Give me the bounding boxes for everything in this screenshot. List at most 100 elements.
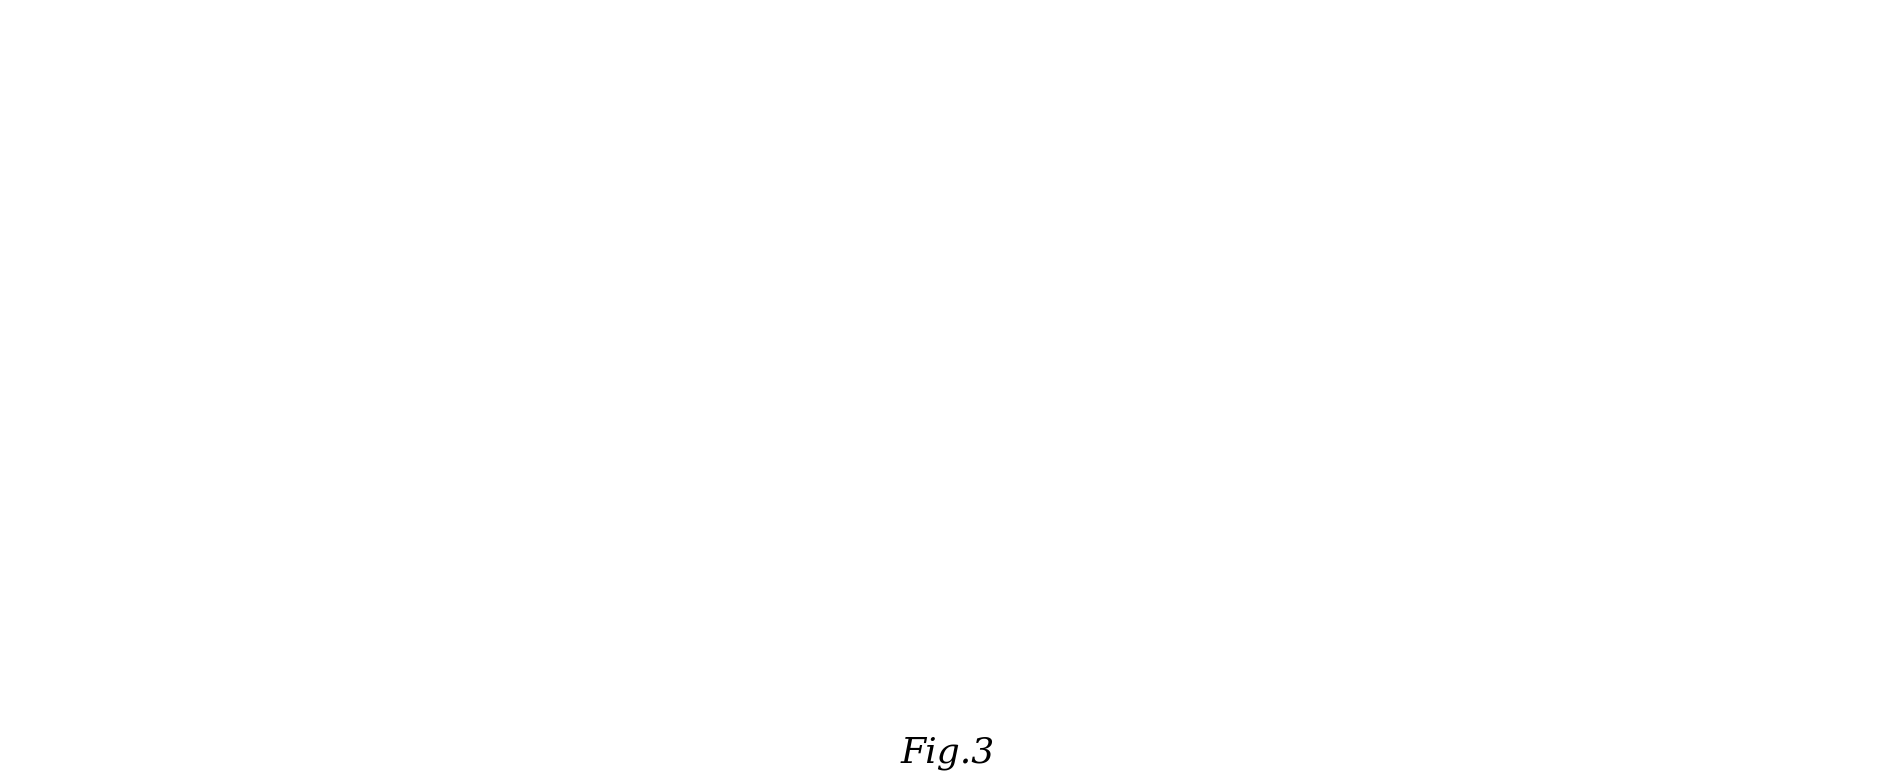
Point [1694,472,1724,485]
Point [42,354,72,366]
Point [1241,282,1272,295]
Point [688,360,718,372]
Point [1469,442,1499,455]
Point [891,513,921,525]
Point [1090,260,1120,273]
Point [822,466,853,478]
Point [1209,301,1239,314]
Point [1359,454,1389,466]
Point [1740,484,1770,496]
Point [455,395,485,408]
Point [1613,398,1643,411]
Point [493,272,523,285]
Point [334,476,364,488]
Point [822,392,853,405]
Point [659,434,690,446]
Point [1785,336,1815,349]
Point [724,503,754,516]
Point [117,325,148,338]
Point [1054,421,1084,434]
Point [838,484,868,496]
Point [1376,354,1406,367]
Point [1385,486,1416,499]
Point [1361,378,1391,390]
Point [1755,434,1785,446]
Point [394,360,424,372]
Point [1565,420,1596,433]
Point [451,274,481,286]
Point [701,433,731,445]
Point [1787,470,1817,482]
Point [1469,510,1499,523]
Point [1696,429,1726,441]
Point [1645,458,1675,470]
Point [1353,459,1383,471]
Point [1345,238,1376,251]
Point [1647,401,1677,414]
Point [805,372,836,385]
Point [1004,443,1035,456]
Point [1660,428,1690,441]
Point [1836,293,1867,306]
Point [1848,354,1878,367]
Point [853,334,883,347]
Point [104,246,135,259]
Point [275,524,305,536]
Point [1433,430,1463,443]
Point [1306,666,1336,679]
Point [1626,459,1656,472]
Point [783,393,813,405]
Point [1027,488,1057,500]
Point [1421,344,1452,357]
Point [1597,409,1628,422]
Point [1429,401,1459,413]
Point [167,506,197,518]
Point [758,479,788,492]
Point [44,363,74,376]
Point [1848,374,1878,387]
Point [328,132,358,144]
Point [741,456,771,469]
Point [1330,303,1361,315]
Point [1092,429,1122,441]
Point [1385,434,1416,447]
Point [157,341,188,354]
Point [337,402,368,415]
Point [1560,298,1590,310]
Point [1097,327,1128,339]
Point [1010,377,1040,390]
Point [1315,439,1345,452]
Point [1836,336,1867,349]
Point [1054,444,1084,456]
Point [1620,372,1651,384]
Point [1304,630,1334,642]
Point [839,514,870,526]
Point [1785,506,1815,519]
Point [1080,447,1110,459]
Point [1482,458,1512,470]
Point [1020,394,1050,407]
Point [1819,340,1850,353]
Point [1781,250,1812,263]
Point [459,289,489,302]
Point [324,94,354,107]
Point [1795,241,1825,254]
Point [1389,222,1419,234]
Point [639,487,669,499]
Point [1516,287,1546,299]
Point [100,463,131,475]
Point [1264,440,1294,452]
Point [1156,387,1186,399]
Point [460,445,491,457]
Point [1825,474,1855,486]
Point [296,568,326,580]
Point [671,514,701,526]
Point [36,437,66,450]
Point [1590,439,1620,452]
Point [1577,518,1607,531]
Point [1438,372,1469,384]
Point [813,435,843,448]
Point [1082,362,1112,375]
Point [603,202,633,215]
Point [280,499,311,511]
